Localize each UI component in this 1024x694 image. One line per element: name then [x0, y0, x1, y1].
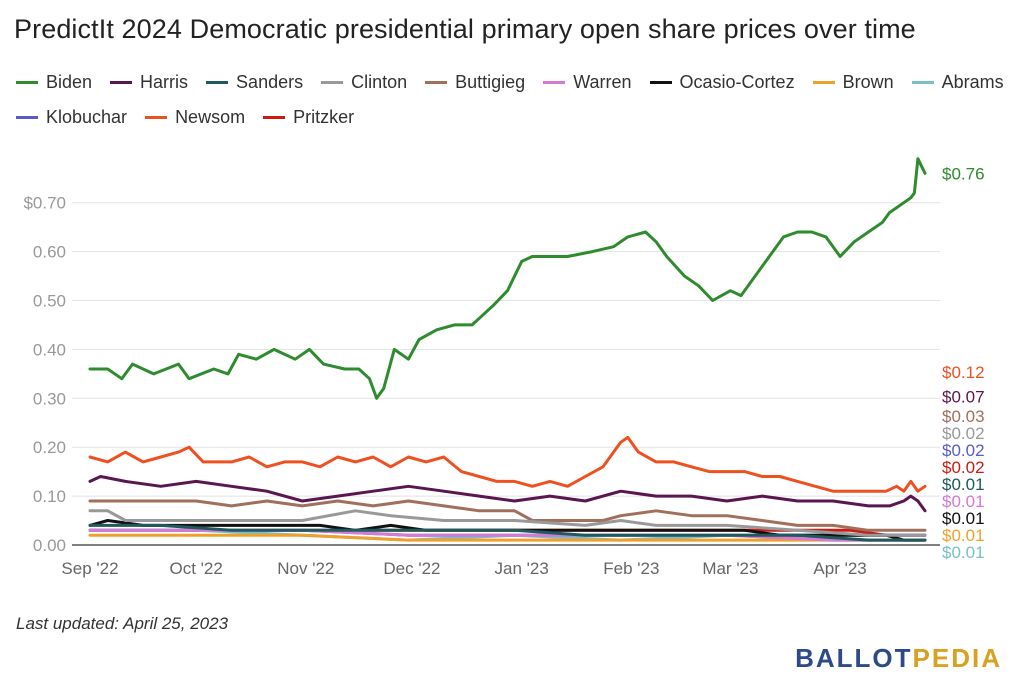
end-label-warren: $0.01	[942, 492, 985, 511]
y-tick-label: 0.60	[33, 243, 66, 262]
end-label-sanders: $0.01	[942, 475, 985, 494]
end-label-pritzker: $0.02	[942, 458, 985, 477]
legend-label: Abrams	[941, 72, 1004, 92]
legend-label: Newsom	[175, 107, 246, 127]
chart-legend: Biden Harris Sanders Clinton Buttigieg Warren…	[16, 72, 1006, 128]
end-label-biden: $0.76	[942, 164, 985, 183]
y-tick-label: 0.50	[33, 292, 66, 311]
y-tick-label: 0.20	[33, 438, 66, 457]
series-line-harris	[88, 475, 927, 513]
x-tick-label: Sep '22	[61, 559, 118, 578]
x-tick-label: Nov '22	[277, 559, 334, 578]
end-label-brown: $0.01	[942, 526, 985, 545]
legend-swatch	[321, 81, 344, 84]
x-tick-label: Jan '23	[495, 559, 549, 578]
legend-swatch	[16, 81, 38, 84]
y-tick-label: 0.10	[33, 487, 66, 506]
legend-label: Buttigieg	[455, 72, 526, 92]
legend-item-abrams: Abrams	[911, 72, 1004, 93]
legend-swatch	[263, 116, 286, 119]
end-label-klobuchar: $0.02	[942, 441, 985, 460]
legend-item-klobuchar: Klobuchar	[16, 107, 127, 128]
y-tick-label: 0.30	[33, 389, 66, 408]
legend-swatch	[543, 81, 566, 84]
y-tick-label: $0.70	[23, 194, 66, 213]
x-tick-label: Feb '23	[603, 559, 659, 578]
legend-item-harris: Harris	[110, 72, 188, 93]
last-updated-note: Last updated: April 25, 2023	[16, 614, 229, 633]
ballotpedia-logo: BALLOTPEDIA	[795, 643, 1002, 673]
legend-label: Warren	[573, 72, 632, 92]
legend-item-newsom: Newsom	[145, 107, 245, 128]
end-label-ocasio-cortez: $0.01	[942, 509, 985, 528]
legend-label: Harris	[140, 72, 189, 92]
y-tick-label: 0.00	[33, 536, 66, 555]
legend-item-buttigieg: Buttigieg	[425, 72, 525, 93]
legend-label: Pritzker	[293, 107, 355, 127]
series-line-sanders	[88, 523, 927, 542]
legend-swatch	[110, 81, 133, 84]
legend-label: Clinton	[351, 72, 408, 92]
legend-item-pritzker: Pritzker	[263, 107, 354, 128]
end-label-clinton: $0.02	[942, 424, 985, 443]
legend-label: Biden	[46, 72, 93, 92]
legend-label: Brown	[842, 72, 894, 92]
legend-label: Ocasio-Cortez	[679, 72, 795, 92]
legend-swatch	[911, 81, 934, 84]
legend-swatch	[425, 81, 448, 84]
legend-swatch	[206, 81, 229, 84]
series-line-brown	[88, 533, 927, 542]
legend-label: Sanders	[236, 72, 304, 92]
end-label-newsom: $0.12	[942, 363, 985, 382]
legend-swatch	[145, 116, 168, 119]
legend-item-clinton: Clinton	[321, 72, 407, 93]
series-line-clinton	[88, 509, 927, 537]
series-line-biden	[88, 157, 927, 400]
x-tick-label: Dec '22	[383, 559, 440, 578]
legend-item-ocasio-cortez: Ocasio-Cortez	[649, 72, 795, 93]
end-label-harris: $0.07	[942, 387, 985, 406]
y-tick-label: 0.40	[33, 340, 66, 359]
x-tick-label: Mar '23	[702, 559, 758, 578]
x-tick-label: Apr '23	[813, 559, 866, 578]
end-label-buttigieg: $0.03	[942, 407, 985, 426]
x-tick-label: Oct '22	[169, 559, 222, 578]
legend-item-brown: Brown	[812, 72, 894, 93]
legend-swatch	[16, 116, 38, 119]
series-line-newsom	[88, 435, 927, 493]
legend-swatch	[649, 81, 672, 84]
chart-title: PredictIt 2024 Democratic presidential p…	[14, 14, 916, 44]
legend-swatch	[812, 81, 835, 84]
legend-item-sanders: Sanders	[206, 72, 303, 93]
legend-item-warren: Warren	[543, 72, 632, 93]
end-label-abrams: $0.01	[942, 543, 985, 562]
series-line-buttigieg	[88, 499, 927, 532]
legend-label: Klobuchar	[46, 107, 128, 127]
legend-item-biden: Biden	[16, 72, 92, 93]
